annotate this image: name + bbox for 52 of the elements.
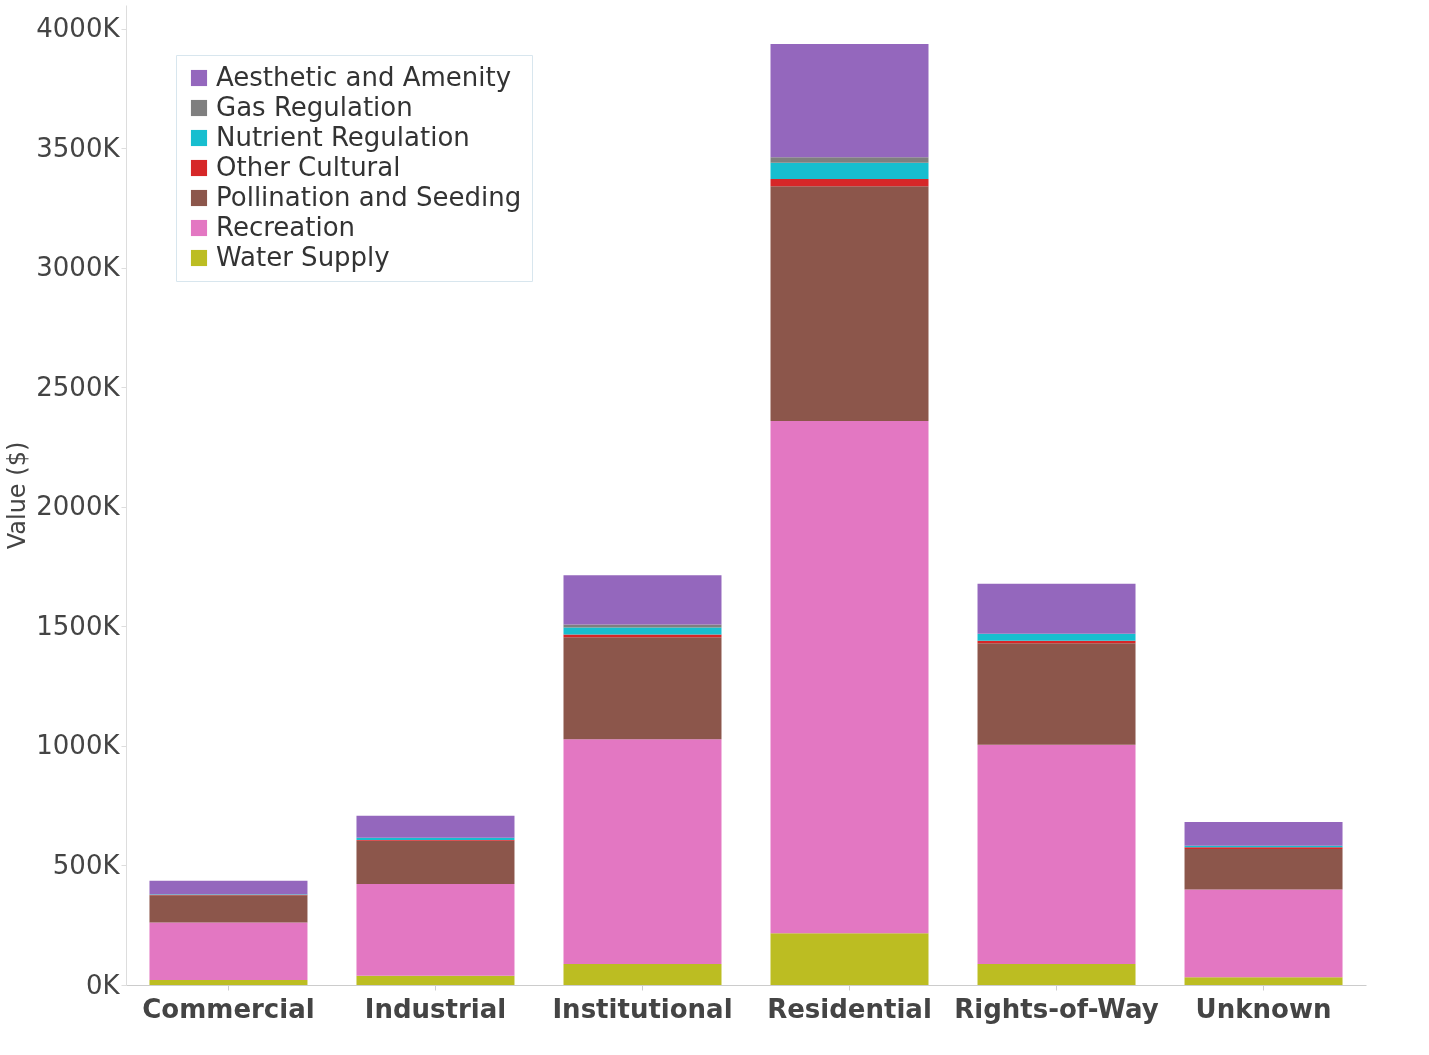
y-tick-label: 0K (85, 969, 121, 1000)
legend-label: Pollination and Seeding (216, 182, 522, 212)
bar (149, 895, 308, 923)
bar (149, 922, 308, 980)
y-tick-label: 1500K (36, 610, 121, 641)
bar (356, 883, 515, 976)
bar (977, 744, 1136, 964)
bar (770, 157, 929, 163)
legend-label: Recreation (216, 212, 356, 242)
bar (770, 186, 929, 421)
x-tick-label: Industrial (364, 993, 507, 1024)
bar (149, 880, 308, 895)
bar (356, 975, 515, 985)
bar (563, 739, 722, 964)
bar (149, 979, 308, 985)
y-tick-label: 1000K (36, 730, 121, 761)
bar (770, 162, 929, 180)
y-tick-label: 4000K (36, 13, 121, 44)
bar (563, 627, 722, 635)
legend-label: Aesthetic and Amenity (216, 62, 512, 92)
bar (770, 420, 929, 934)
bar (977, 583, 1136, 634)
bar (1184, 821, 1343, 846)
y-tick-label: 3000K (36, 252, 121, 283)
x-tick-label: Unknown (1195, 993, 1332, 1024)
bar (1184, 889, 1343, 978)
y-tick-label: 500K (52, 849, 121, 880)
x-tick-label: Commercial (142, 993, 315, 1024)
legend-label: Other Cultural (216, 152, 401, 182)
bar (356, 815, 515, 838)
bar (977, 633, 1136, 641)
bar (356, 840, 515, 884)
y-tick-label: 2500K (36, 371, 121, 402)
bar (977, 963, 1136, 985)
bar (563, 575, 722, 625)
x-tick-label: Residential (767, 993, 932, 1024)
bar (770, 933, 929, 985)
y-tick-label: 2000K (36, 491, 121, 522)
bar (563, 637, 722, 740)
legend-label: Nutrient Regulation (216, 122, 470, 152)
x-tick-label: Rights-of-Way (954, 993, 1159, 1024)
bar (770, 179, 929, 187)
legend-label: Gas Regulation (216, 92, 413, 122)
bar (563, 963, 722, 985)
x-tick-label: Institutional (552, 993, 733, 1024)
bar (977, 643, 1136, 745)
bar (1184, 977, 1343, 985)
bar (1184, 849, 1343, 890)
y-tick-label: 3500K (36, 132, 121, 163)
y-axis-title: Value ($) (3, 441, 32, 550)
legend-label: Water Supply (216, 242, 390, 272)
bar (770, 43, 929, 158)
